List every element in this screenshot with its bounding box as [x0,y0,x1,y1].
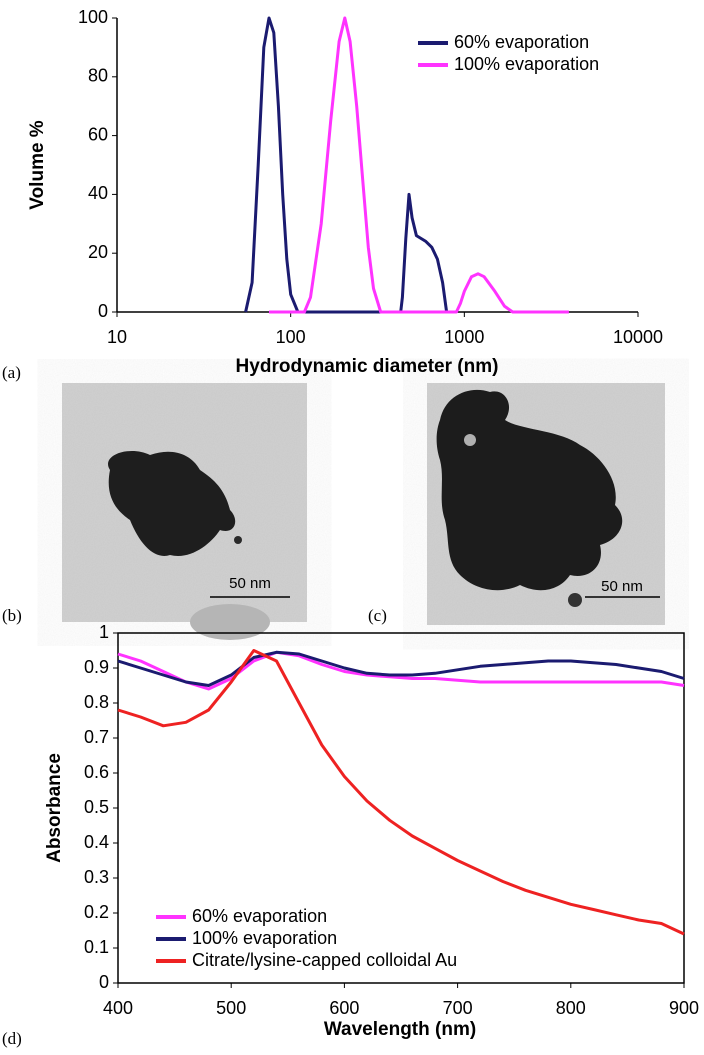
y-tick-label: 1 [99,622,109,642]
x-axis-title: Hydrodynamic diameter (nm) [236,356,499,377]
x-tick-label: 1000 [444,327,484,347]
panel-label: (d) [2,1029,22,1048]
legend-label: 60% evaporation [454,32,589,52]
x-tick-label: 500 [216,998,246,1018]
y-tick-label: 0.1 [84,937,109,957]
series-line [117,649,685,936]
y-tick-label: 60 [88,124,108,144]
y-tick-label: 0.8 [84,692,109,712]
series-line [117,650,685,687]
y-axis-title: Volume % [27,120,48,209]
y-tick-label: 0 [99,972,109,992]
legend-label: 100% evaporation [192,928,337,948]
y-axis-title: Absorbance [44,753,65,863]
x-tick-label: 900 [669,998,699,1018]
x-tick-label: 600 [329,998,359,1018]
y-tick-label: 80 [88,66,108,86]
tem-image-c: 50 nm [427,383,665,625]
x-tick-label: 10 [107,327,127,347]
x-tick-label: 10000 [613,327,663,347]
panel-label: (b) [2,606,22,625]
y-tick-label: 100 [78,7,108,27]
series-line [244,16,450,314]
x-axis-title: Wavelength (nm) [324,1019,476,1040]
y-tick-label: 0.2 [84,902,109,922]
x-tick-label: 400 [103,998,133,1018]
panel-label: (a) [2,363,21,382]
y-tick-label: 0.5 [84,797,109,817]
legend-label: Citrate/lysine-capped colloidal Au [192,950,457,970]
x-tick-label: 100 [276,327,306,347]
legend-label: 100% evaporation [454,54,599,74]
legend-label: 60% evaporation [192,906,327,926]
x-tick-label: 800 [556,998,586,1018]
x-tick-label: 700 [443,998,473,1018]
y-tick-label: 0.4 [84,832,109,852]
tem-image-b: 50 nm [62,383,307,640]
y-tick-label: 0.7 [84,727,109,747]
y-tick-label: 40 [88,183,108,203]
scale-bar-label: 50 nm [601,578,643,595]
y-tick-label: 0.9 [84,657,109,677]
series-line [269,16,569,314]
y-tick-label: 0.6 [84,762,109,782]
y-tick-label: 0 [98,301,108,321]
y-tick-label: 20 [88,242,108,262]
series-line [117,650,685,691]
panel-label: (c) [368,606,387,625]
y-tick-label: 0.3 [84,867,109,887]
scale-bar-label: 50 nm [229,575,271,592]
